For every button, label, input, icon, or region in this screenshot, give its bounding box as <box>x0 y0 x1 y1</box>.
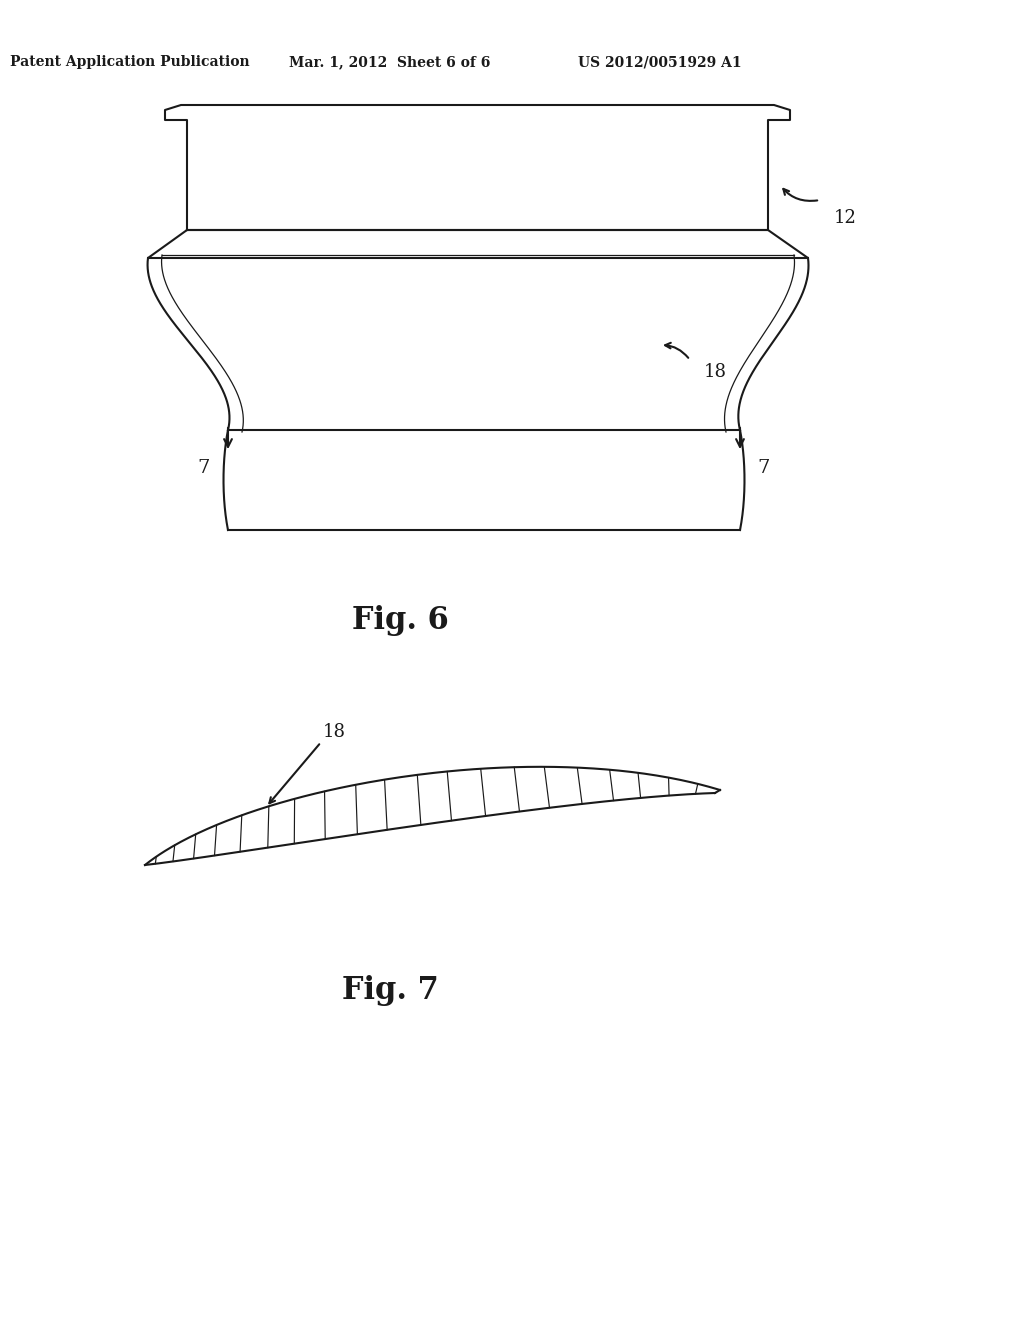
Text: 7: 7 <box>198 459 210 477</box>
Text: 18: 18 <box>323 723 345 741</box>
Text: 7: 7 <box>758 459 770 477</box>
Text: Fig. 7: Fig. 7 <box>342 974 438 1006</box>
Text: 12: 12 <box>834 209 856 227</box>
Polygon shape <box>223 430 744 531</box>
Text: US 2012/0051929 A1: US 2012/0051929 A1 <box>579 55 741 69</box>
Text: 18: 18 <box>703 363 726 381</box>
Text: Patent Application Publication: Patent Application Publication <box>10 55 250 69</box>
Polygon shape <box>145 767 720 865</box>
Polygon shape <box>165 106 790 230</box>
Text: Fig. 6: Fig. 6 <box>351 605 449 635</box>
Polygon shape <box>148 230 808 257</box>
Text: Mar. 1, 2012  Sheet 6 of 6: Mar. 1, 2012 Sheet 6 of 6 <box>290 55 490 69</box>
